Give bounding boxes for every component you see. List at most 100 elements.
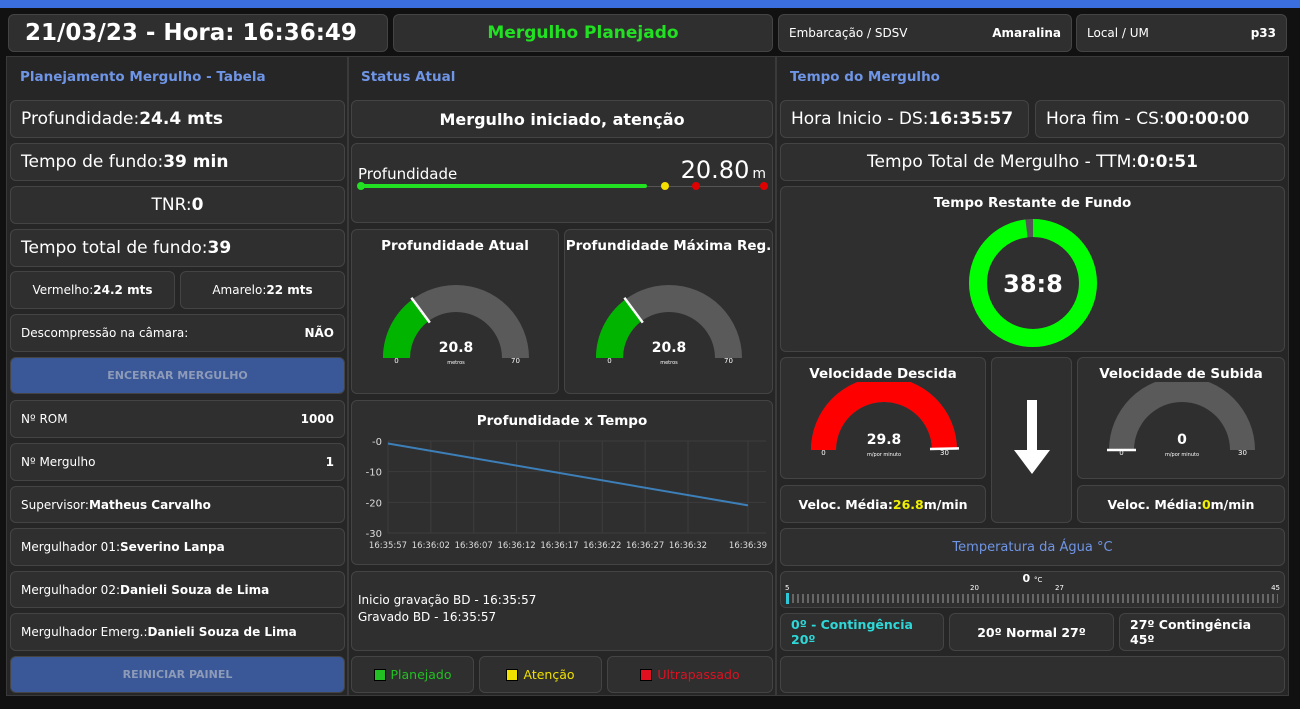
mergulho-row: Nº Mergulho 1: [10, 443, 345, 481]
range-normal[interactable]: 20º Normal 27º: [949, 613, 1114, 651]
right-title: Tempo do Mergulho: [780, 58, 1285, 95]
veloc-media-subida: Veloc. Média: 0 m/min: [1077, 485, 1285, 523]
label: TNR:: [151, 195, 192, 215]
slider-handle[interactable]: [786, 593, 789, 604]
range-contingencia-alta[interactable]: 27º Contingência 45º: [1119, 613, 1285, 651]
value: 26.8: [892, 496, 924, 512]
ttm-row: Tempo Total de Mergulho - TTM: 0:0:51: [780, 143, 1285, 181]
tick-label: 20: [970, 584, 979, 592]
label: Vermelho:: [32, 283, 94, 297]
value: 22 mts: [266, 283, 313, 297]
local-info: Local / UM p33: [1076, 14, 1287, 52]
label: Mergulhador 02:: [21, 582, 120, 597]
legend-swatch: [640, 668, 653, 681]
arrow-down-icon: [1013, 400, 1050, 474]
value: 00:00:00: [1164, 109, 1250, 129]
y-tick-label: -20: [366, 498, 382, 509]
middle-title: Status Atual: [351, 58, 773, 95]
gauge-max: 70: [511, 357, 520, 365]
label: Nº ROM: [21, 412, 68, 426]
unit: m/min: [923, 496, 968, 512]
label: Veloc. Média:: [1107, 496, 1202, 512]
db-log: Inicio gravação BD - 16:35:57 Gravado BD…: [351, 571, 773, 651]
range-contingencia-baixa[interactable]: 0º - Contingência 20º: [780, 613, 944, 651]
gauge-value: 0: [1177, 432, 1187, 448]
x-tick-label: 16:36:02: [412, 541, 450, 551]
gauge-track: [383, 285, 529, 358]
gauge-min: 0: [821, 449, 825, 457]
y-tick-label: -0: [372, 437, 382, 448]
value: 0: [1022, 572, 1031, 585]
value: 16:35:57: [928, 109, 1014, 129]
value: Matheus Carvalho: [88, 497, 211, 512]
gauge-title: Profundidade Atual: [381, 238, 529, 254]
local-label: Local / UM: [1087, 26, 1149, 40]
label: Descompressão na câmara:: [21, 326, 189, 340]
vermelho-row: Vermelho: 24.2 mts: [10, 271, 175, 309]
value: 1: [325, 455, 334, 469]
gauge-profundidade-maxima: Profundidade Máxima Reg. 20.8 metros 0 70: [564, 229, 773, 394]
legend-item: Planejado: [351, 656, 474, 693]
label: Mergulhador 01:: [21, 540, 120, 554]
gauge-max: 30: [1238, 449, 1247, 457]
vessel-label: Embarcação / SDSV: [789, 26, 908, 40]
gauge-max: 30: [940, 449, 949, 457]
gauge-unit: m/por minuto: [867, 452, 901, 458]
value: 24.4 mts: [139, 109, 224, 129]
gauge-title: Profundidade Máxima Reg.: [565, 238, 772, 254]
donut-title: Tempo Restante de Fundo: [933, 195, 1132, 211]
slider-ticks: [787, 594, 1278, 603]
legend-item: Ultrapassado: [607, 656, 773, 693]
gauge-needle: [929, 447, 960, 451]
log-line: Inicio gravação BD - 16:35:57: [358, 593, 537, 607]
value: 39: [207, 238, 232, 258]
label: Nº Mergulho: [21, 455, 96, 469]
gauge-track: [1109, 382, 1255, 450]
unit: m: [752, 166, 766, 182]
encerrar-mergulho-button[interactable]: ENCERRAR MERGULHO: [10, 357, 345, 394]
vessel-value: Amaralina: [992, 26, 1061, 40]
mergulhador-emerg-row: Mergulhador Emerg.: Danieli Souza de Lim…: [10, 613, 345, 651]
legend-label: Atenção: [523, 667, 575, 682]
x-tick-label: 16:36:17: [540, 541, 578, 551]
value: 24.2 mts: [93, 283, 153, 297]
tempo-fundo-row: Tempo de fundo: 39 min: [10, 143, 345, 181]
profundidade-row: Profundidade: 24.4 mts: [10, 100, 345, 138]
gauge-needle: [623, 296, 644, 324]
depth-time-chart: Profundidade x Tempo -0 -10 -20 -30 16:35:57…: [351, 400, 773, 565]
rom-row: Nº ROM 1000: [10, 400, 345, 438]
temperature-slider[interactable]: 0 °C 5 20 27 45: [780, 571, 1285, 608]
y-tick-label: -10: [366, 468, 382, 479]
legend-swatch: [506, 668, 519, 681]
legend-label: Planejado: [390, 667, 452, 682]
log-line: Gravado BD - 16:35:57: [358, 610, 497, 624]
reiniciar-painel-button[interactable]: REINICIAR PAINEL: [10, 656, 345, 693]
status-message: Mergulho iniciado, atenção: [351, 100, 773, 138]
datetime-display: 21/03/23 - Hora: 16:36:49: [8, 14, 388, 52]
supervisor-row: Supervisor: Matheus Carvalho: [10, 486, 345, 523]
label: Hora fim - CS:: [1046, 109, 1165, 129]
legend-item: Atenção: [479, 656, 602, 693]
vessel-info: Embarcação / SDSV Amaralina: [778, 14, 1072, 52]
gauge-fill: [383, 299, 429, 358]
label: Veloc. Média:: [798, 496, 893, 512]
gauge-title: Velocidade Descida: [809, 366, 957, 382]
depth-bar-label: Profundidade: [358, 165, 458, 183]
gauge-min: 0: [1119, 449, 1123, 457]
depth-bar-fill: [360, 184, 647, 188]
label: Tempo de fundo:: [21, 152, 164, 172]
value: Danieli Souza de Lima: [120, 582, 270, 597]
label: Tempo Total de Mergulho - TTM:: [867, 152, 1138, 172]
donut-svg: 38:8: [969, 219, 1097, 347]
gauge-svg: 20.8 metros 0 70: [596, 285, 742, 366]
y-tick-label: -30: [366, 529, 382, 540]
value: 0:0:51: [1137, 152, 1198, 172]
depth-start-dot: [357, 182, 365, 190]
gauge-title: Velocidade de Subida: [1099, 366, 1263, 382]
mergulhador02-row: Mergulhador 02: Danieli Souza de Lima: [10, 571, 345, 608]
unit: °C: [1034, 576, 1043, 584]
gauge-unit: m/por minuto: [1165, 452, 1199, 458]
value: NÃO: [304, 326, 334, 340]
descompressao-row: Descompressão na câmara: NÃO: [10, 314, 345, 352]
gauge-value: 29.8: [867, 432, 902, 448]
